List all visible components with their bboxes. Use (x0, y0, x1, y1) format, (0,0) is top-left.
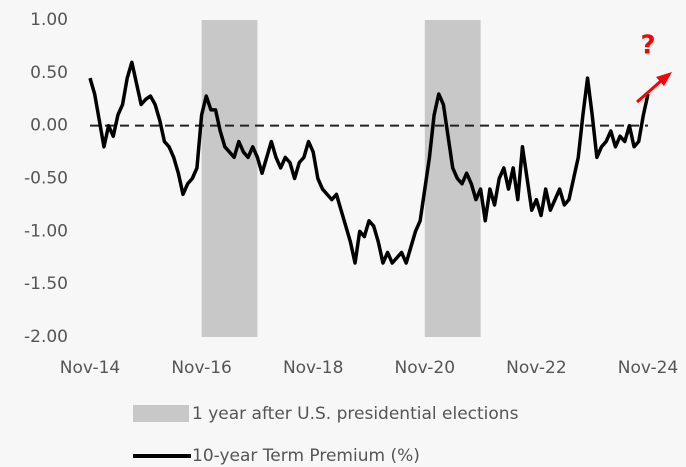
x-tick-label: Nov-14 (60, 358, 121, 378)
data-line (88, 60, 650, 265)
x-tick-label: Nov-24 (618, 358, 679, 378)
x-tick-label: Nov-16 (171, 358, 232, 378)
y-tick-label: -1.50 (24, 274, 68, 294)
annotation-arrow (636, 78, 663, 104)
legend-label: 10-year Term Premium (%) (192, 446, 420, 466)
y-tick-label: -1.00 (24, 221, 68, 241)
annotation: ? (640, 31, 655, 61)
highlight-band (424, 20, 481, 337)
y-tick-label: -0.50 (24, 169, 68, 189)
x-tick-label: Nov-20 (395, 358, 456, 378)
x-tick-label: Nov-18 (283, 358, 344, 378)
annotation-arrowhead (656, 72, 672, 86)
highlight-band (201, 20, 258, 337)
legend-swatch (133, 405, 189, 422)
y-tick-label: -2.00 (24, 327, 68, 347)
y-tick-label: 0.00 (30, 116, 68, 136)
legend-label: 1 year after U.S. presidential elections (192, 404, 519, 424)
y-tick-label: 0.50 (30, 63, 68, 83)
x-tick-label: Nov-22 (506, 358, 567, 378)
y-tick-label: 1.00 (30, 10, 68, 30)
